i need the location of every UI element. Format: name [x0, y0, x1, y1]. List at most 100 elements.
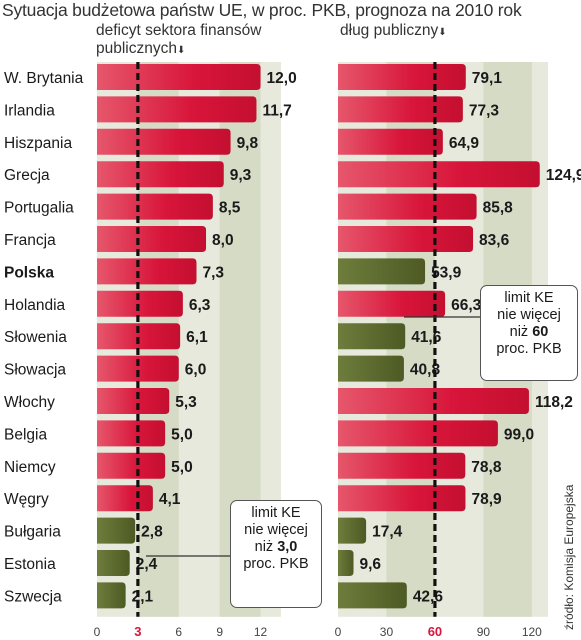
deficit-value-label: 11,7: [262, 102, 291, 119]
category-label: Portugalia: [4, 200, 74, 217]
deficit-tick-label: 9: [216, 625, 223, 639]
debt-value-label: 40,8: [410, 362, 441, 379]
deficit-note-pre: niż: [254, 539, 274, 555]
category-label: Hiszpania: [4, 135, 72, 152]
debt-bar: [338, 128, 443, 155]
deficit-tick-label: 6: [175, 625, 182, 639]
category-label: W. Brytania: [4, 70, 84, 87]
deficit-bar: [97, 161, 224, 188]
deficit-note-line2: nie więcej: [244, 522, 308, 538]
deficit-note-line3: niż 3,0: [237, 539, 315, 556]
debt-note-line1: limit KE: [504, 290, 554, 306]
debt-value-label: 66,3: [451, 297, 482, 314]
deficit-tick-label: 0: [94, 625, 101, 639]
deficit-value-label: 8,5: [219, 200, 241, 217]
category-label: Słowacja: [4, 362, 66, 379]
debt-value-label: 64,9: [449, 135, 480, 152]
debt-tick-label: 120: [522, 625, 542, 639]
deficit-value-label: 7,3: [202, 264, 224, 281]
debt-value-label: 41,6: [411, 329, 442, 346]
category-label: Niemcy: [4, 459, 56, 476]
debt-value-label: 79,1: [472, 70, 503, 87]
debt-sort-arrow-icon: ⬇: [438, 27, 447, 38]
debt-value-label: 78,9: [471, 491, 502, 508]
deficit-value-label: 4,1: [159, 491, 181, 508]
debt-bar: [338, 193, 477, 220]
deficit-value-label: 9,8: [237, 135, 259, 152]
debt-note-value: 60: [532, 324, 549, 340]
deficit-value-label: 5,0: [171, 459, 193, 476]
source-note: źródło: Komisja Europejska: [562, 484, 576, 630]
category-label: Szwecja: [4, 588, 62, 605]
deficit-bar: [96, 355, 179, 382]
debt-bar: [338, 452, 466, 479]
debt-bar: [338, 258, 426, 285]
debt-bar: [338, 355, 404, 382]
debt-bar: [338, 517, 367, 544]
debt-value-label: 124,9: [546, 167, 581, 184]
debt-bar: [338, 96, 463, 123]
debt-panel-header: dług publiczny⬇: [340, 22, 540, 42]
deficit-bar: [97, 517, 136, 544]
debt-bar: [338, 420, 498, 447]
deficit-bar: [96, 388, 170, 414]
debt-value-label: 118,2: [535, 394, 573, 411]
deficit-bar: [97, 582, 126, 609]
debt-bar: [338, 161, 540, 188]
debt-value-label: 99,0: [504, 426, 534, 443]
debt-value-label: 42,6: [413, 588, 444, 605]
category-label: Grecja: [4, 167, 50, 184]
deficit-value-label: 5,3: [175, 394, 197, 411]
debt-value-label: 77,3: [469, 102, 500, 119]
debt-note-line2: nie więcej: [497, 307, 561, 323]
deficit-bar: [97, 193, 213, 220]
category-label: Irlandia: [4, 102, 55, 119]
deficit-bar: [97, 96, 257, 123]
deficit-limit-note: limit KE nie więcej niż 3,0 proc. PKB: [230, 500, 322, 608]
deficit-panel-header: deficyt sektora finansów publicznych⬇: [96, 22, 296, 60]
category-label: Belgia: [4, 426, 47, 443]
debt-note-line3: niż 60: [487, 324, 571, 341]
category-label: Słowenia: [4, 329, 67, 346]
deficit-value-label: 6,3: [189, 297, 211, 314]
category-label: Estonia: [4, 556, 56, 573]
deficit-value-label: 8,0: [212, 232, 234, 249]
debt-limit-note: limit KE nie więcej niż 60 proc. PKB: [480, 285, 578, 381]
debt-value-label: 85,8: [483, 200, 514, 217]
debt-bar: [338, 323, 406, 350]
deficit-value-label: 2,8: [141, 524, 163, 541]
category-label: Węgry: [4, 491, 49, 508]
deficit-bar: [97, 290, 183, 317]
debt-value-label: 78,8: [471, 459, 502, 476]
deficit-panel-title: deficyt sektora finansów publicznych: [96, 22, 262, 57]
debt-value-label: 83,6: [479, 232, 510, 249]
deficit-bar: [97, 420, 166, 447]
deficit-bar: [97, 452, 166, 479]
debt-bar: [338, 388, 529, 414]
deficit-value-label: 2,1: [132, 588, 154, 605]
debt-value-label: 17,4: [372, 524, 403, 541]
debt-bar: [338, 550, 354, 576]
deficit-note-value: 3,0: [277, 539, 298, 555]
debt-tick-label: 90: [477, 625, 491, 639]
deficit-sort-arrow-icon: ⬇: [177, 45, 186, 56]
debt-value-label: 9,6: [360, 556, 382, 573]
deficit-bar: [97, 550, 130, 576]
debt-note-pre: niż: [509, 324, 529, 340]
debt-note-line4: proc. PKB: [496, 341, 562, 357]
debt-bar: [338, 226, 474, 252]
deficit-value-label: 2,4: [136, 556, 158, 573]
deficit-tick-label: 12: [254, 625, 268, 639]
deficit-note-line1: limit KE: [251, 505, 301, 521]
debt-panel-title: dług publiczny: [340, 22, 439, 39]
debt-bar: [338, 582, 407, 609]
debt-bar: [338, 64, 466, 90]
category-label: Polska: [4, 264, 54, 281]
debt-bar: [338, 290, 446, 317]
deficit-bar: [97, 226, 207, 252]
deficit-value-label: 6,1: [186, 329, 208, 346]
debt-tick-label: 60: [428, 624, 442, 639]
debt-tick-label: 30: [380, 625, 394, 639]
deficit-value-label: 6,0: [185, 362, 207, 379]
